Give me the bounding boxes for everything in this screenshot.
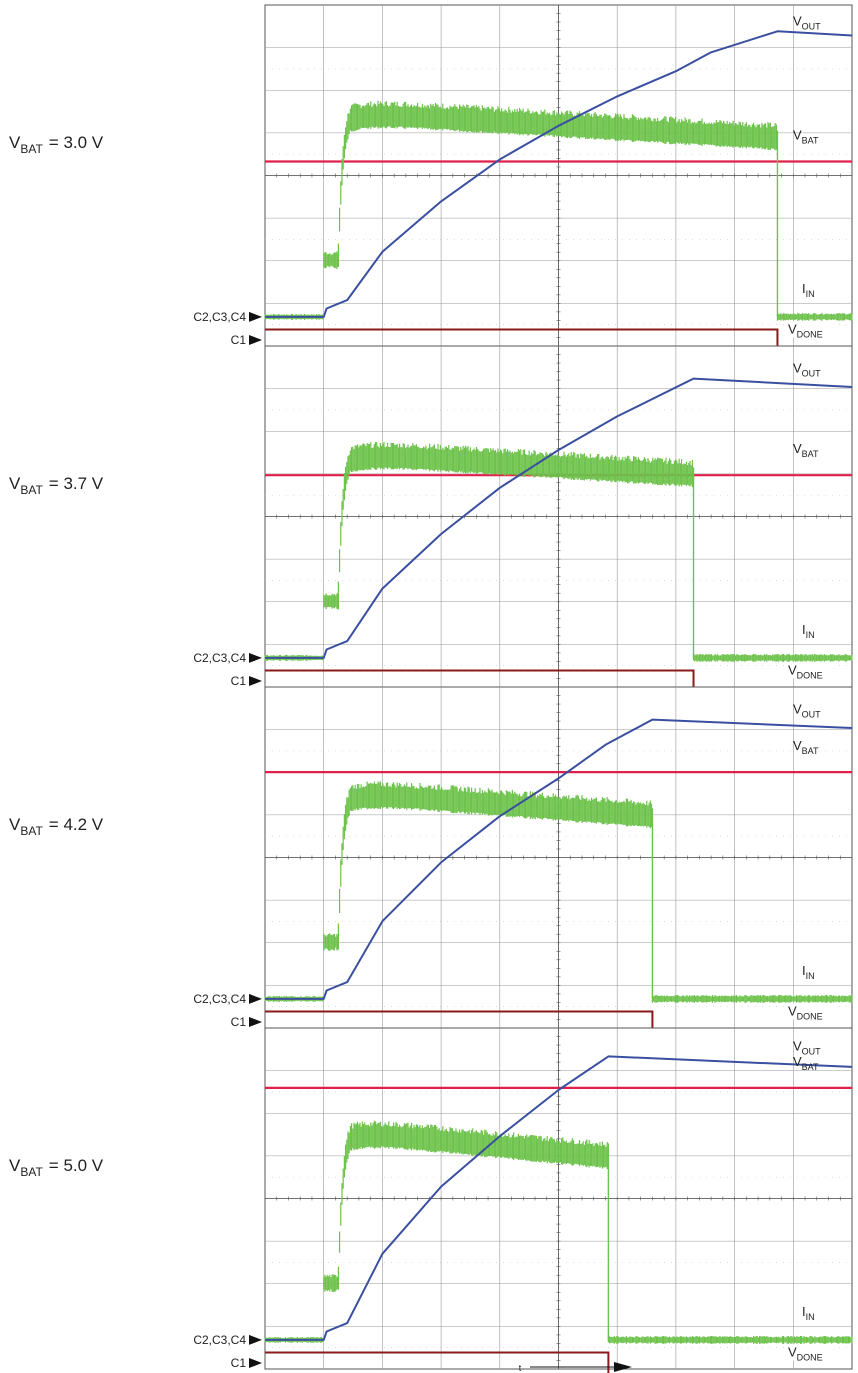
arrow-right-icon [614,1362,632,1372]
channel-marker-c1: C1 [231,1356,247,1370]
panel-grid [264,1027,852,1369]
vdone-trace [265,1351,610,1373]
panel-grid [264,4,852,347]
scope-panel-3: C2,C3,C4 C1 VBAT = 4.2 V [9,686,853,1044]
iin-trace [264,1120,853,1344]
vout-label: VOUT [793,361,821,379]
vbat-label: VBAT [793,1054,819,1072]
channel-marker-c2c3c4: C2,C3,C4 [193,651,246,665]
vout-trace [265,30,853,318]
vout-label: VOUT [793,13,821,31]
vout-trace [265,377,853,659]
iin-label: IIN [802,963,815,981]
vdone-label: VDONE [788,1345,823,1363]
channel-marker-c1: C1 [231,333,247,347]
time-axis-label: t [519,1363,522,1373]
marker-arrow-icon [249,1334,262,1345]
channel-marker-c2c3c4: C2,C3,C4 [193,1333,246,1347]
time-axis-arrow: t [519,1362,632,1373]
marker-arrow-icon [249,1358,262,1368]
marker-arrow-icon [249,335,262,345]
vdone-label-bg [787,1003,837,1020]
vout-trace [265,718,853,1000]
marker-arrow-icon [249,993,262,1004]
vdone-label: VDONE [788,322,823,340]
iin-label: IIN [802,281,815,299]
vbat-label: VBAT [793,441,819,459]
vdone-label-bg [787,321,837,338]
vbat-condition-label: VBAT = 3.0 V [9,133,104,156]
iin-label: IIN [802,622,815,640]
marker-arrow-icon [249,652,262,663]
vbat-condition-label: VBAT = 5.0 V [9,1156,104,1179]
iin-trace [264,441,853,662]
vout-label: VOUT [793,1038,821,1056]
scope-panel-4: C2,C3,C4 C1 VBAT = 5.0 V [9,1027,853,1373]
marker-arrow-icon [249,676,262,686]
channel-marker-c2c3c4: C2,C3,C4 [193,310,246,324]
channel-marker-c1: C1 [231,674,247,688]
vbat-label: VBAT [793,128,819,146]
scope-panel-2: C2,C3,C4 C1 VBAT = 3.7 V [9,345,853,703]
channel-marker-c2c3c4: C2,C3,C4 [193,992,246,1006]
vbat-condition-label: VBAT = 3.7 V [9,474,104,497]
vdone-label-bg [787,662,837,679]
marker-arrow-icon [249,311,262,322]
vout-label: VOUT [793,702,821,720]
vdone-label: VDONE [788,663,823,681]
vbat-label: VBAT [793,738,819,756]
panel-grid [264,345,852,688]
vbat-condition-label: VBAT = 4.2 V [9,815,104,838]
panel-grid [264,686,852,1029]
vdone-label-bg [787,1344,837,1361]
vout-trace [265,1055,853,1341]
channel-marker-c1: C1 [231,1015,247,1029]
iin-label: IIN [802,1304,815,1322]
scope-panel-1: C2,C3,C4 C1 VBAT = 3.0 V [9,4,853,362]
marker-arrow-icon [249,1017,262,1027]
vdone-label: VDONE [788,1004,823,1022]
